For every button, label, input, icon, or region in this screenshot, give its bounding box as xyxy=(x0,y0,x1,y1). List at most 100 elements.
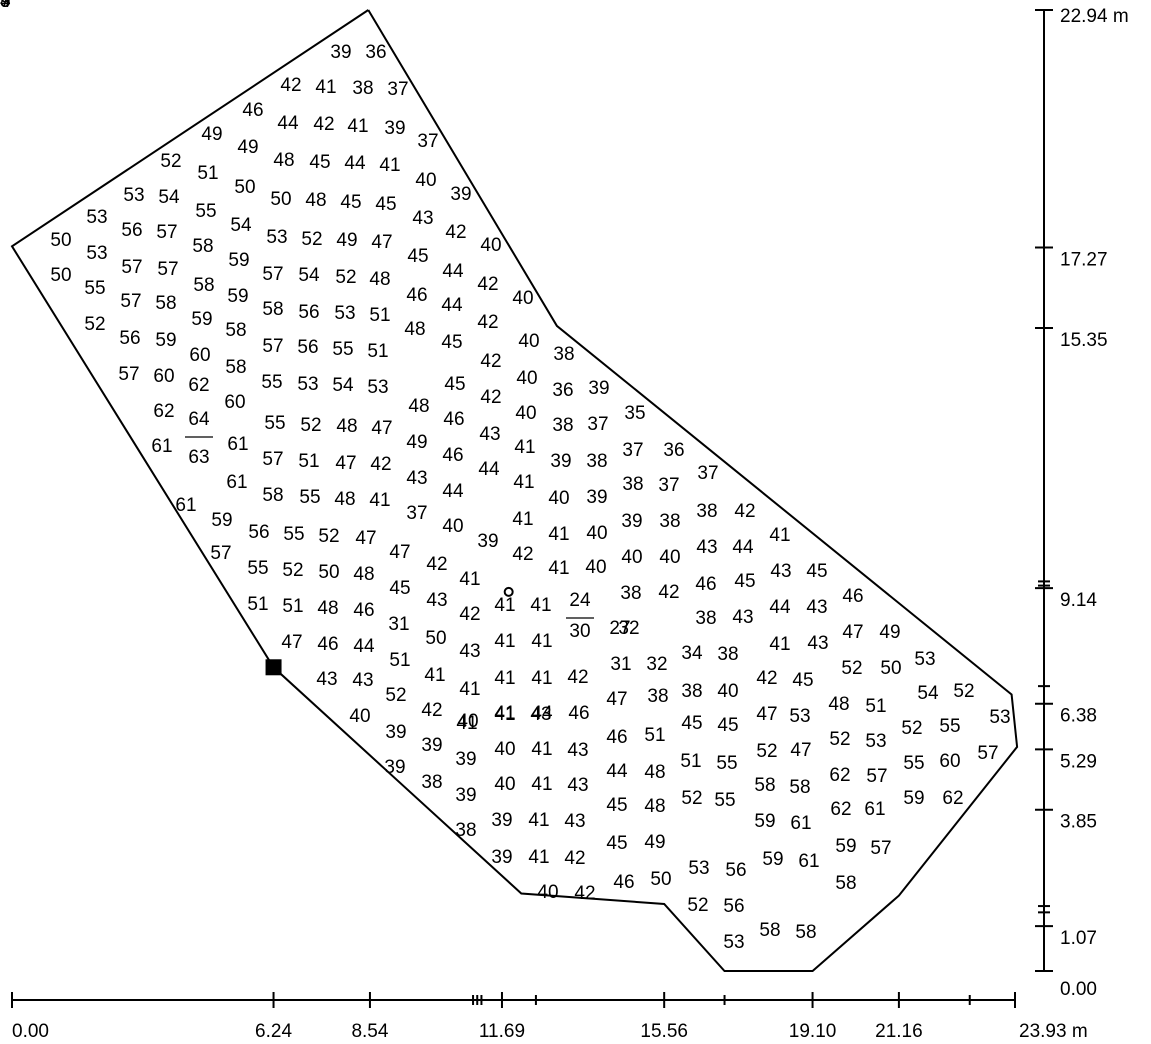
illuminance-value: 42 xyxy=(459,604,480,625)
illuminance-value: 61 xyxy=(227,434,248,455)
illuminance-value: 48 xyxy=(408,396,429,417)
illuminance-value: 45 xyxy=(389,578,410,599)
illuminance-value: 61 xyxy=(175,495,196,516)
illuminance-value: 51 xyxy=(644,725,665,746)
illuminance-value: 47 xyxy=(756,704,777,725)
illuminance-value: 40 xyxy=(537,882,558,903)
illuminance-value: 39 xyxy=(477,531,498,552)
illuminance-value: 48 xyxy=(336,416,357,437)
illuminance-value: 48 xyxy=(353,564,374,585)
illuminance-value: 44 xyxy=(606,761,628,782)
illuminance-value: 45 xyxy=(734,571,755,592)
illuminance-value: 50 xyxy=(880,658,901,679)
fraction-numerator: 64 xyxy=(188,409,210,430)
illuminance-value: 57 xyxy=(262,336,283,357)
illuminance-value: 40 xyxy=(516,368,537,389)
illuminance-value: 38 xyxy=(421,772,442,793)
y-axis: 0.00 1.07 3.85 5.29 6.38 9.14 15.35 17.27 22.94 … xyxy=(1035,6,1129,1000)
illuminance-value: 41 xyxy=(769,634,790,655)
illuminance-value: 41 xyxy=(531,774,552,795)
illuminance-value: 41 xyxy=(456,713,477,734)
illuminance-value: 43 xyxy=(807,633,828,654)
illuminance-value: 44 xyxy=(478,459,500,480)
illuminance-value: 32 xyxy=(646,654,667,675)
illuminance-value: 37 xyxy=(622,440,643,461)
illuminance-value: 43 xyxy=(352,670,373,691)
illuminance-value: 43 xyxy=(564,811,585,832)
illuminance-value: 45 xyxy=(792,670,813,691)
illuminance-value: 50 xyxy=(234,177,255,198)
illuminance-value: 39 xyxy=(550,451,571,472)
illuminance-value: 50 xyxy=(425,628,446,649)
illuminance-value: 42 xyxy=(658,582,679,603)
x-axis-tick-label: 0.00 xyxy=(12,1021,49,1042)
illuminance-value: 47 xyxy=(335,453,356,474)
illuminance-value: 38 xyxy=(620,583,641,604)
illuminance-value: 61 xyxy=(790,813,811,834)
illuminance-value: 49 xyxy=(201,124,222,145)
illuminance-value: 51 xyxy=(680,751,701,772)
illuminance-value: 55 xyxy=(332,339,353,360)
y-axis-tick-label: 15.35 xyxy=(1060,330,1108,351)
y-axis-tick-label: 9.14 xyxy=(1060,590,1097,611)
illuminance-value: 60 xyxy=(939,751,960,772)
illuminance-value: 53 xyxy=(86,207,107,228)
illuminance-value: 42 xyxy=(445,222,466,243)
illuminance-value: 57 xyxy=(121,257,142,278)
illuminance-value: 60 xyxy=(189,345,210,366)
illuminance-value: 56 xyxy=(297,337,318,358)
illuminance-value: 48 xyxy=(644,762,665,783)
illuminance-value: 38 xyxy=(647,686,668,707)
x-axis-tick-label: 19.10 xyxy=(789,1021,837,1042)
illuminance-value: 43 xyxy=(406,468,427,489)
illuminance-value: 47 xyxy=(389,542,410,563)
illuminance-value: 38 xyxy=(717,644,738,665)
illuminance-value: 48 xyxy=(369,269,390,290)
illuminance-value: 37 xyxy=(406,503,427,524)
illuminance-value: 39 xyxy=(586,487,607,508)
illuminance-value: 57 xyxy=(262,449,283,470)
illuminance-value: 57 xyxy=(118,364,139,385)
illuminance-value: 50 xyxy=(318,562,339,583)
fraction-denominator: 30 xyxy=(569,621,590,642)
illuminance-value: 41 xyxy=(512,509,533,530)
illuminance-value: 43 xyxy=(567,740,588,761)
illuminance-value: 43 xyxy=(732,607,753,628)
illuminance-value: 49 xyxy=(406,432,427,453)
illuminance-value: 55 xyxy=(903,753,924,774)
illuminance-value: 47 xyxy=(842,622,863,643)
illuminance-value: 42 xyxy=(370,454,391,475)
boundary-layer xyxy=(10,9,1019,972)
x-axis-tick-label: 21.16 xyxy=(875,1021,923,1042)
illuminance-value: 45 xyxy=(717,715,738,736)
illuminance-value: 49 xyxy=(0,0,11,12)
illuminance-value: 41 xyxy=(424,665,445,686)
illuminance-value: 45 xyxy=(681,713,702,734)
illuminance-value: 51 xyxy=(389,650,410,671)
illuminance-value: 57 xyxy=(0,0,11,12)
illuminance-value: 52 xyxy=(841,658,862,679)
illuminance-value: 41 xyxy=(494,703,515,724)
illuminance-value: 57 xyxy=(866,766,887,787)
illuminance-value: 44 xyxy=(531,703,553,724)
illuminance-value: 53 xyxy=(914,649,935,670)
illuminance-value: 40 xyxy=(457,711,478,732)
illuminance-value: 42 xyxy=(421,700,442,721)
illuminance-value: 48 xyxy=(317,598,338,619)
illuminance-value: 45 xyxy=(441,332,462,353)
illuminance-value: 61 xyxy=(226,472,247,493)
illuminance-value: 47 xyxy=(371,232,392,253)
illuminance-value: 46 xyxy=(568,703,589,724)
illuminance-value: 46 xyxy=(842,586,863,607)
illuminance-value: 48 xyxy=(334,489,355,510)
illuminance-value: 54 xyxy=(332,375,354,396)
illuminance-value: 40 xyxy=(586,523,607,544)
illuminance-value: 40 xyxy=(415,170,436,191)
illuminance-value: 53 xyxy=(123,185,144,206)
x-axis-tick-label: 8.54 xyxy=(351,1021,388,1042)
illuminance-value: 42 xyxy=(313,114,334,135)
illuminance-value: 58 xyxy=(225,320,246,341)
illuminance-value: 57 xyxy=(977,743,998,764)
illuminance-value: 51 xyxy=(367,341,388,362)
illuminance-value: 45 xyxy=(606,833,627,854)
